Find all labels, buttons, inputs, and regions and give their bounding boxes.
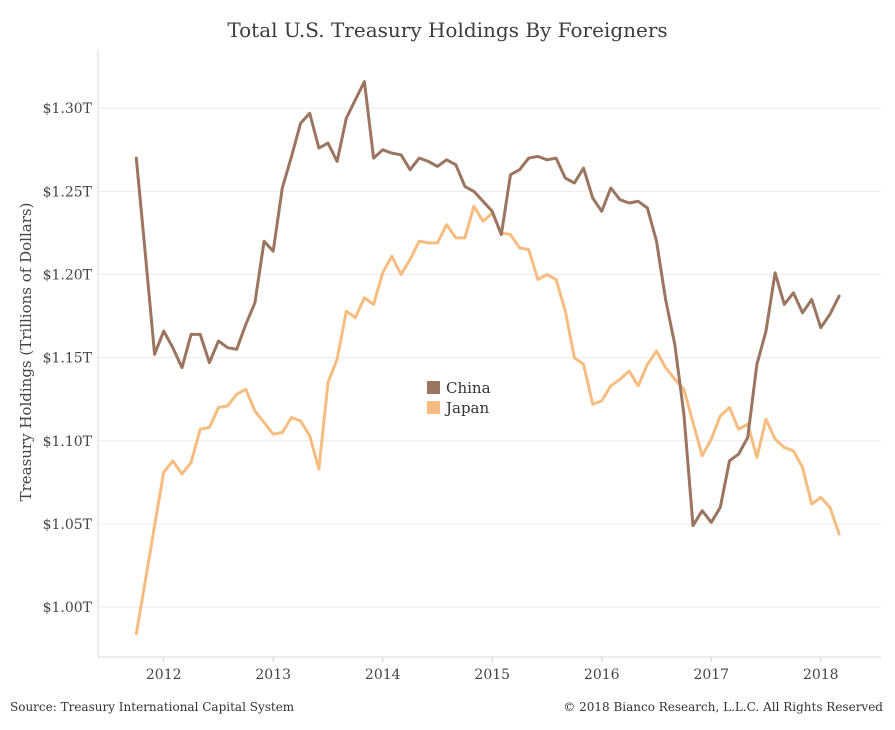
y-axis-title: Treasury Holdings (Trillions of Dollars)	[17, 203, 35, 502]
source-note: Source: Treasury International Capital S…	[10, 700, 295, 714]
legend-label-china: China	[446, 379, 491, 397]
x-tick-label: 2018	[803, 667, 839, 683]
series	[134, 80, 841, 636]
y-tick-label: $1.05T	[43, 517, 93, 533]
x-tick-label: 2017	[693, 667, 729, 683]
x-tick-label: 2015	[474, 667, 510, 683]
axes	[97, 50, 881, 658]
y-tick-label: $1.20T	[43, 268, 93, 284]
x-tick-label: 2014	[365, 667, 401, 683]
legend: China Japan	[427, 379, 491, 417]
y-tick-label: $1.00T	[43, 600, 93, 616]
x-tick-label: 2016	[584, 667, 620, 683]
y-tick-label: $1.15T	[43, 351, 93, 367]
y-tick-label: $1.30T	[43, 101, 93, 117]
y-tick-label: $1.10T	[43, 434, 93, 450]
legend-swatch-japan	[427, 401, 440, 414]
gridlines	[98, 107, 881, 608]
x-tick-label: 2013	[255, 667, 291, 683]
series-line-china	[134, 80, 841, 528]
y-tick-label: $1.25T	[43, 184, 93, 200]
x-tick-labels: 2012 2013 2014 2015 2016 2017 2018	[146, 657, 839, 683]
chart-title: Total U.S. Treasury Holdings By Foreigne…	[227, 18, 668, 42]
y-tick-labels: $1.00T $1.05T $1.10T $1.15T $1.20T $1.25T $1.3…	[43, 101, 93, 616]
legend-label-japan: Japan	[444, 399, 490, 417]
x-tick-label: 2012	[146, 667, 182, 683]
copyright-note: © 2018 Bianco Research, L.L.C. All Right…	[563, 700, 883, 714]
series-line-japan	[134, 204, 841, 636]
legend-swatch-china	[427, 381, 440, 394]
